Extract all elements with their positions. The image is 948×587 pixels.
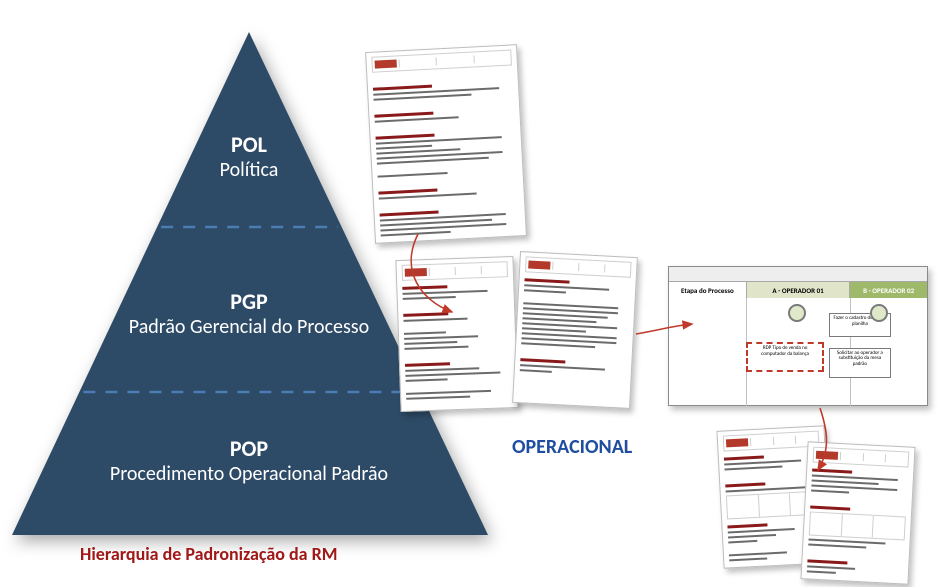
pgp-acronym: PGP xyxy=(89,288,409,315)
document-pol xyxy=(365,44,527,244)
swimlane-col-1: Etapa do Processo xyxy=(669,282,747,298)
pol-label: Política xyxy=(89,158,409,182)
pgp-label: Padrão Gerencial do Processo xyxy=(89,315,409,339)
pol-acronym: POL xyxy=(89,131,409,158)
pyramid-level-pol: POL Política xyxy=(89,131,409,182)
logo-icon xyxy=(726,438,748,447)
pop-acronym: POP xyxy=(89,435,409,462)
pyramid-level-pgp: PGP Padrão Gerencial do Processo xyxy=(89,288,409,339)
swimlane-node-center: RDP Tipo de venda no computador da balan… xyxy=(746,342,824,372)
stage: POL Política PGP Padrão Gerencial do Pro… xyxy=(0,0,948,587)
start-node-icon xyxy=(788,304,806,322)
logo-icon xyxy=(816,451,838,460)
document-pgp-right xyxy=(512,251,638,409)
logo-icon xyxy=(405,268,427,277)
swimlane-title xyxy=(669,267,927,282)
pyramid-level-pop: POP Procedimento Operacional Padrão xyxy=(89,435,409,486)
swimlane-body: RDP Tipo de venda no computador da balan… xyxy=(669,298,927,406)
swimlane-diagram: Etapa do Processo A - OPERADOR 01 B - OP… xyxy=(668,266,928,406)
operacional-label: OPERACIONAL xyxy=(512,435,632,459)
document-pgp-left xyxy=(395,256,518,412)
logo-icon xyxy=(528,260,550,269)
pop-label: Procedimento Operacional Padrão xyxy=(89,462,409,486)
document-header xyxy=(371,49,512,72)
pyramid-caption: Hierarquia de Padronização da RM xyxy=(80,543,337,565)
swimlane-col-3: B - OPERADOR 02 xyxy=(850,282,927,298)
logo-icon xyxy=(375,59,397,68)
swimlane-columns: Etapa do Processo A - OPERADOR 01 B - OP… xyxy=(669,282,927,298)
swimlane-node-right-2: Solicitar ao operador a substituição da … xyxy=(829,348,891,378)
swimlane-col-2: A - OPERADOR 01 xyxy=(747,282,850,298)
document-pop-right xyxy=(800,441,915,584)
